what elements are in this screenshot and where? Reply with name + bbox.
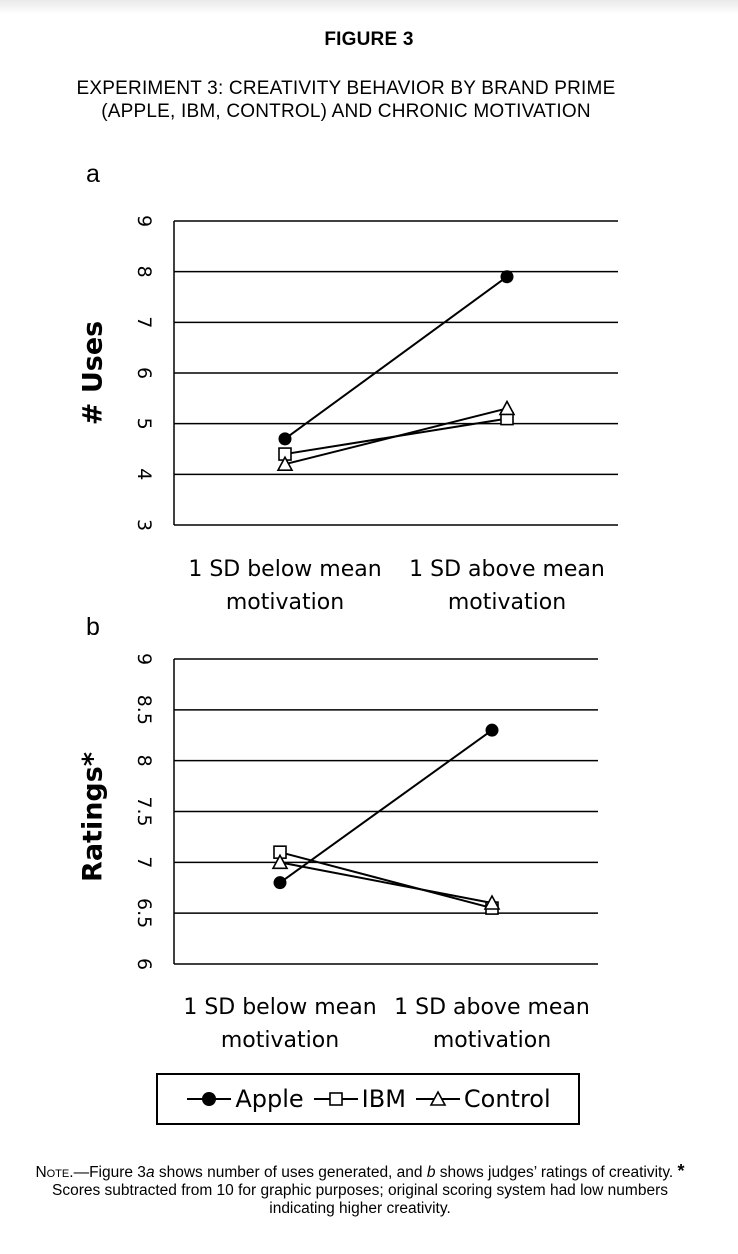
data-point-control (276, 455, 294, 472)
x-category-label: 1 SD above mean (394, 995, 590, 1020)
data-point-apple (273, 876, 287, 890)
data-point-control (498, 399, 516, 416)
y-tick-label: 9 (133, 653, 155, 665)
figure-label: FIGURE 3 (324, 29, 414, 50)
note-lead: Note. (35, 1164, 74, 1181)
note-text-2: shows number of uses generated, and (154, 1164, 427, 1181)
note-text-1: —Figure 3 (73, 1164, 146, 1181)
note-star: * (677, 1161, 685, 1181)
legend-item-apple: Apple (185, 1085, 304, 1113)
y-tick-label: 8 (133, 755, 155, 767)
note-em-1: a (145, 1164, 155, 1181)
data-point-apple (278, 432, 292, 446)
series-line-ibm (279, 851, 493, 910)
data-point-apple (485, 723, 499, 737)
legend-item-ibm: IBM (312, 1085, 406, 1113)
data-point-apple (500, 270, 514, 284)
open-square-marker-icon (313, 1092, 358, 1106)
chart-a-uses: 9 8 7 6 5 4 3 1 SD below mean motivation 1 SD abo… (133, 215, 618, 615)
x-category-label: 1 SD above mean (409, 557, 605, 582)
series-line-control (284, 407, 508, 466)
note-em-2: b (426, 1164, 436, 1181)
y-tick-label: 8 (133, 266, 155, 278)
figure-title-line-2: (APPLE, IBM, CONTROL) AND CHRONIC MOTIVA… (101, 101, 591, 122)
y-tick-label: 7 (133, 856, 155, 868)
y-tick-label: 7.5 (133, 796, 155, 826)
y-tick-label: 4 (133, 468, 155, 480)
series-line-control (279, 861, 493, 904)
panel-letter-b: b (86, 613, 100, 641)
figure-note: Note.—Figure 3a shows number of uses gen… (30, 1162, 690, 1218)
x-category-label: 1 SD below mean (188, 557, 381, 582)
y-tick-label: 6 (133, 958, 155, 970)
open-triangle-marker-icon (415, 1090, 460, 1106)
page-top-shadow (0, 0, 738, 14)
data-point-control (271, 853, 289, 870)
series-line-apple (284, 275, 508, 440)
x-category-label: motivation (433, 1028, 551, 1053)
legend-label-ibm: IBM (361, 1085, 406, 1113)
figure-title-line-1: EXPERIMENT 3: CREATIVITY BEHAVIOR BY BRA… (76, 78, 616, 99)
x-category-label: motivation (221, 1028, 339, 1053)
x-category-label: motivation (448, 590, 566, 615)
note-text-4: Scores subtracted from 10 for graphic pu… (52, 1182, 668, 1217)
chart-legend: Apple IBM Control (156, 1073, 580, 1125)
y-tick-label: 8.5 (133, 695, 155, 725)
y-tick-label: 3 (133, 519, 155, 531)
panel-letter-a: a (86, 160, 100, 188)
chart-b-ratings: 9 8.5 8 7.5 7 6.5 6 1 SD below mean motivation 1 … (133, 653, 598, 1053)
series-line-apple (279, 729, 493, 884)
y-tick-label: 9 (133, 215, 155, 227)
note-text-3: shows judges’ ratings of creativity. (435, 1164, 678, 1181)
y-tick-label: 6 (133, 367, 155, 379)
x-category-label: motivation (226, 590, 344, 615)
y-tick-label: 7 (133, 316, 155, 328)
legend-label-control: Control (463, 1085, 551, 1113)
legend-item-control: Control (414, 1085, 551, 1113)
y-tick-label: 5 (133, 418, 155, 430)
legend-label-apple: Apple (235, 1085, 304, 1113)
y-tick-label: 6.5 (133, 898, 155, 928)
filled-circle-marker-icon (187, 1092, 232, 1106)
x-category-label: 1 SD below mean (183, 995, 376, 1020)
data-point-control (483, 894, 501, 910)
